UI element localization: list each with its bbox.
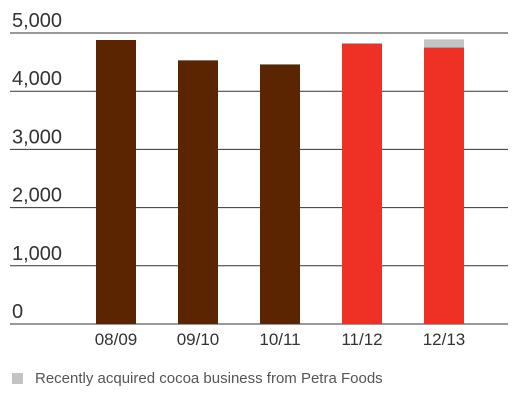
bar-11-12 xyxy=(342,43,382,324)
x-tick-label: 11/12 xyxy=(341,330,382,349)
legend-swatch-acquired xyxy=(12,373,23,384)
x-tick-label: 09/10 xyxy=(177,330,220,349)
legend-label-acquired: Recently acquired cocoa business from Pe… xyxy=(35,370,383,387)
y-tick-label: 4,000 xyxy=(12,68,62,90)
legend: Recently acquired cocoa business from Pe… xyxy=(12,370,383,387)
y-tick-label: 3,000 xyxy=(12,126,62,148)
y-tick-labels: 0 1,000 2,000 3,000 4,000 5,000 xyxy=(12,10,62,323)
x-tick-labels: 08/09 09/10 10/11 11/12 12/13 xyxy=(95,330,466,349)
x-tick-label: 12/13 xyxy=(423,330,466,349)
bars xyxy=(96,39,464,325)
y-tick-label: 1,000 xyxy=(12,243,62,265)
y-tick-label: 0 xyxy=(12,301,23,323)
bar-12-13 xyxy=(424,47,464,325)
bar-09-10 xyxy=(178,60,218,324)
y-tick-label: 2,000 xyxy=(12,185,62,207)
x-tick-label: 10/11 xyxy=(259,330,300,349)
y-tick-label: 5,000 xyxy=(12,10,62,32)
bar-10-11 xyxy=(260,64,300,324)
bar-acquired-12-13 xyxy=(424,39,464,48)
bar-08-09 xyxy=(96,39,136,324)
x-tick-label: 08/09 xyxy=(95,330,138,349)
